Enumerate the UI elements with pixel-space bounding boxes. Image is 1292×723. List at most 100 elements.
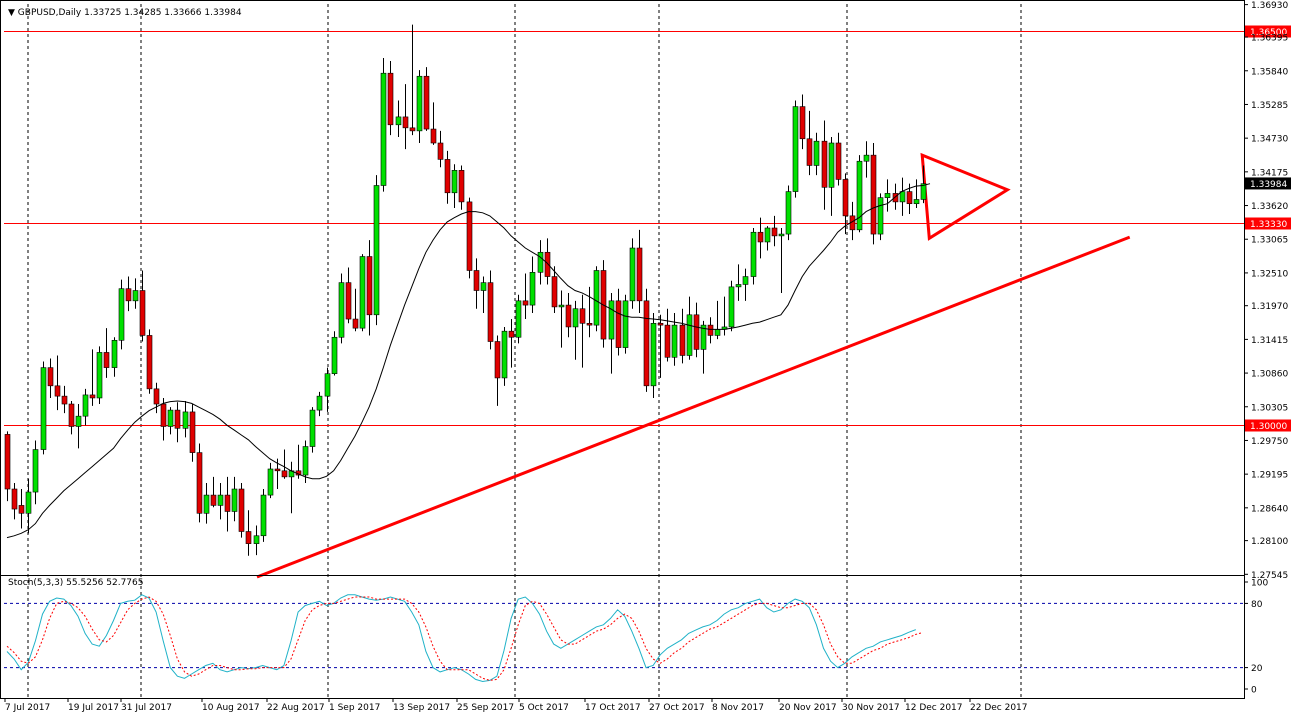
candle-body bbox=[40, 367, 47, 450]
candle-body bbox=[828, 142, 835, 188]
candle-body bbox=[380, 72, 387, 186]
date-axis-label: 8 Nov 2017 bbox=[712, 703, 764, 713]
candle-body bbox=[679, 324, 686, 356]
candle-body bbox=[253, 535, 260, 544]
price-axis: 1.36500 1.33330 1.30000 100 80 20 0 1.36930 1.36… bbox=[1244, 1, 1291, 696]
grid bbox=[27, 4, 1022, 698]
candle-body bbox=[821, 140, 828, 188]
stoch-header: Stoch(5,3,3) 55.5256 52.7765 bbox=[8, 578, 143, 588]
candle-body bbox=[778, 233, 785, 237]
price-axis-label: 1.34730 bbox=[1251, 135, 1288, 145]
candle-body bbox=[764, 227, 771, 243]
candle-body bbox=[899, 191, 906, 203]
date-axis-label: 10 Aug 2017 bbox=[202, 703, 260, 713]
horizontal-levels bbox=[4, 31, 1244, 426]
candle-body bbox=[153, 388, 160, 405]
candle-body bbox=[345, 282, 352, 320]
dropdown-arrow-icon[interactable]: ▼ bbox=[8, 8, 15, 18]
price-axis-label: 1.31415 bbox=[1251, 336, 1288, 346]
stoch-label: Stoch(5,3,3) 55.5256 52.7765 bbox=[8, 578, 144, 588]
date-axis-label: 25 Sep 2017 bbox=[457, 703, 514, 713]
price-axis-label: 1.30860 bbox=[1251, 370, 1288, 380]
candle-body bbox=[522, 300, 529, 306]
stoch-axis-label: 100 bbox=[1251, 579, 1268, 589]
candle-body bbox=[338, 282, 345, 338]
candle-body bbox=[32, 449, 39, 493]
price-axis-label: 1.33065 bbox=[1251, 236, 1288, 246]
candle-body bbox=[96, 352, 103, 399]
candle-body bbox=[189, 411, 196, 453]
candle-body bbox=[892, 193, 899, 203]
candle-body bbox=[89, 394, 96, 399]
date-axis-label: 7 Jul 2017 bbox=[5, 703, 50, 713]
candle-body bbox=[636, 247, 643, 302]
candle-body bbox=[806, 138, 813, 166]
candle-body bbox=[47, 367, 54, 387]
date-axis-label: 30 Nov 2017 bbox=[842, 703, 900, 713]
ohlc-values: 1.33725 1.34285 1.33666 1.33984 bbox=[84, 8, 242, 18]
stoch-axis-label: 20 bbox=[1251, 664, 1263, 674]
candle-body bbox=[757, 231, 764, 243]
candle-body bbox=[359, 256, 366, 329]
candle-body bbox=[61, 395, 68, 405]
candle-body bbox=[884, 193, 891, 198]
candle-body bbox=[920, 183, 927, 200]
candle-body bbox=[451, 170, 458, 194]
candle-body bbox=[245, 531, 252, 544]
level-price-label: 1.30000 bbox=[1250, 422, 1287, 432]
candle-body bbox=[281, 470, 288, 478]
candle-body bbox=[182, 411, 189, 429]
candle-body bbox=[324, 373, 331, 397]
candle-body bbox=[260, 494, 267, 537]
candle-body bbox=[146, 335, 153, 390]
candle-body bbox=[437, 142, 444, 160]
candle-body bbox=[835, 142, 842, 180]
candle-body bbox=[615, 300, 622, 348]
candle-body bbox=[813, 140, 820, 166]
candle-body bbox=[608, 300, 615, 340]
chart-header: ▼ GBPUSD,Daily 1.33725 1.34285 1.33666 1… bbox=[8, 8, 242, 18]
candle-body bbox=[501, 330, 508, 379]
candle-body bbox=[267, 468, 274, 496]
candle-body bbox=[11, 488, 18, 510]
price-axis-label: 1.29195 bbox=[1251, 471, 1288, 481]
price-axis-label: 1.36395 bbox=[1251, 34, 1288, 44]
candle-body bbox=[352, 318, 359, 329]
chart-frame bbox=[0, 0, 1245, 699]
candle-body bbox=[274, 468, 281, 472]
candle-body bbox=[387, 72, 394, 126]
candle-body bbox=[167, 409, 174, 427]
candle-body bbox=[700, 324, 707, 350]
date-axis-label: 13 Sep 2017 bbox=[393, 703, 450, 713]
candle-body bbox=[686, 314, 693, 356]
moving-average bbox=[6, 183, 931, 539]
price-axis-label: 1.28640 bbox=[1251, 504, 1288, 514]
candle-body bbox=[4, 434, 11, 490]
candle-body bbox=[366, 256, 373, 316]
candle-body bbox=[118, 288, 125, 341]
level-price-tag bbox=[1245, 217, 1291, 230]
candle-body bbox=[82, 394, 89, 417]
stoch-k-line bbox=[6, 594, 916, 683]
candle-body bbox=[508, 330, 515, 338]
candle-body bbox=[785, 191, 792, 235]
candle-body bbox=[309, 409, 316, 447]
candle-body bbox=[316, 395, 323, 411]
date-axis: 7 Jul 2017 19 Jul 2017 31 Jul 2017 10 Aug 2… bbox=[4, 698, 1028, 713]
level-price-tag bbox=[1245, 419, 1291, 432]
date-axis-label: 19 Jul 2017 bbox=[68, 703, 119, 713]
candle-body bbox=[913, 199, 920, 205]
current-price-label: 1.33984 bbox=[1250, 180, 1287, 190]
candle-body bbox=[395, 116, 402, 126]
candle-body bbox=[373, 185, 380, 316]
candle-body bbox=[473, 270, 480, 291]
date-axis-label: 5 Oct 2017 bbox=[519, 703, 569, 713]
level-price-label: 1.33330 bbox=[1250, 220, 1287, 230]
stoch-axis-label: 80 bbox=[1251, 600, 1263, 610]
price-axis-label: 1.35285 bbox=[1251, 101, 1288, 111]
candle-body bbox=[842, 179, 849, 217]
candle-body bbox=[643, 300, 650, 387]
date-axis-label: 22 Aug 2017 bbox=[267, 703, 325, 713]
candle-body bbox=[231, 488, 238, 512]
